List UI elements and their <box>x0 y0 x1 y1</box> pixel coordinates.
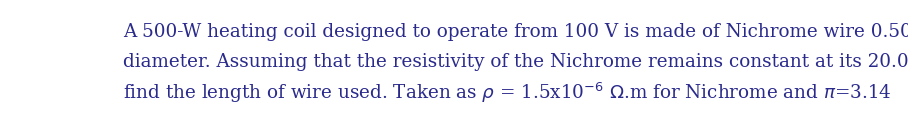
Text: diameter. Assuming that the resistivity of the Nichrome remains constant at its : diameter. Assuming that the resistivity … <box>123 53 908 71</box>
Text: find the length of wire used. Taken as $\rho$ = 1.5x10$^{-6}$ $\Omega$.m for Nic: find the length of wire used. Taken as $… <box>123 81 892 105</box>
Text: A 500-W heating coil designed to operate from 100 V is made of Nichrome wire 0.5: A 500-W heating coil designed to operate… <box>123 23 908 41</box>
